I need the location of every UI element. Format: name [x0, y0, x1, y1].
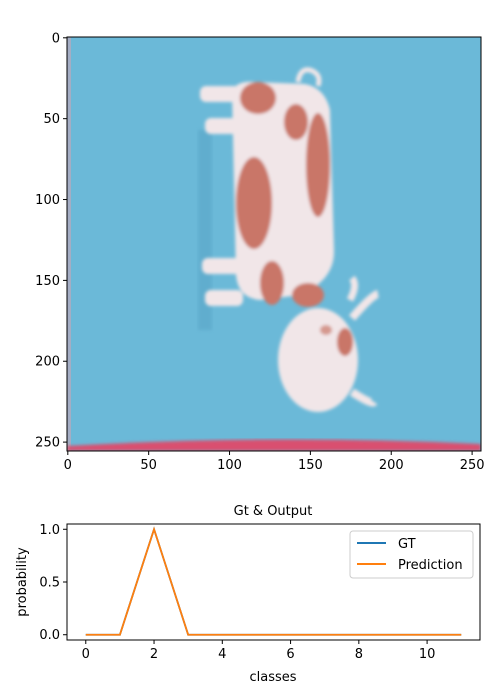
chart-title: Gt & Output: [234, 504, 313, 519]
image-x-tick-label: 0: [64, 458, 72, 470]
cow-spot: [306, 113, 330, 217]
cow-leg: [202, 258, 242, 274]
y-axis-label: probability: [15, 547, 30, 617]
legend: GT Prediction: [349, 530, 474, 579]
cow-spot: [260, 261, 284, 305]
chart-ticks: 0 2 4 6 8 10 0.0 0.5 1.0: [39, 523, 435, 662]
chart-series: [85, 526, 462, 636]
image-y-tick-label: 200: [35, 355, 60, 370]
cow-ear: [349, 388, 378, 407]
chart-x-tick-label: 0: [82, 647, 90, 662]
left-edge-shading: [67, 37, 71, 451]
legend-gt-label: GT: [398, 537, 416, 552]
cow-head: [278, 308, 358, 412]
chart-y-tick-label: 0.5: [39, 576, 60, 591]
image-x-tick-label: 150: [298, 458, 323, 470]
wall-shadow: [198, 130, 212, 330]
image-x-tick-label: 250: [460, 458, 485, 470]
cow-figure: [200, 67, 380, 412]
cow-spot: [292, 283, 324, 307]
chart-x-tick-label: 4: [218, 647, 226, 662]
chart-x-tick-label: 10: [419, 647, 436, 662]
image-y-tick-label: 100: [35, 193, 60, 208]
chart-x-tick-label: 2: [150, 647, 158, 662]
chart-x-tick-label: 6: [286, 647, 294, 662]
cow-spot: [337, 328, 353, 356]
cow-horn: [346, 275, 359, 302]
cow-spot: [240, 82, 276, 114]
image-x-tick-label: 50: [140, 458, 157, 470]
image-frame: [66, 36, 482, 452]
line-chart: Gt & Output 0 2 4 6 8 10 0.0 0.5 1.0 classes pro…: [15, 504, 481, 685]
image-y-tick-label: 50: [43, 112, 60, 127]
chart-y-tick-label: 1.0: [39, 523, 60, 538]
series-line-prediction: [85, 526, 462, 636]
legend-prediction-label: Prediction: [398, 558, 463, 573]
image-panel: 0 50 100 150 200 250 0 50 100 150 200 250: [35, 31, 484, 470]
image-x-tick-label: 100: [217, 458, 242, 470]
x-axis-label: classes: [249, 670, 296, 685]
cow-leg: [205, 290, 243, 306]
image-x-tick-label: 200: [379, 458, 404, 470]
cow-tail: [295, 67, 322, 87]
image-ticks: 0 50 100 150 200 250 0 50 100 150 200 250: [35, 31, 484, 470]
image-y-tick-label: 250: [35, 436, 60, 451]
ground-strip: [67, 439, 481, 451]
cow-image: [67, 37, 481, 451]
cow-spot: [320, 325, 332, 335]
cow-spot: [284, 104, 308, 140]
chart-x-tick-label: 8: [355, 647, 363, 662]
image-y-tick-label: 150: [35, 274, 60, 289]
image-y-tick-label: 0: [52, 31, 60, 46]
cow-ear: [348, 290, 380, 321]
cow-spot: [236, 157, 272, 249]
chart-y-tick-label: 0.0: [39, 628, 60, 643]
cow-leg: [205, 118, 241, 134]
cow-leg: [200, 86, 240, 102]
